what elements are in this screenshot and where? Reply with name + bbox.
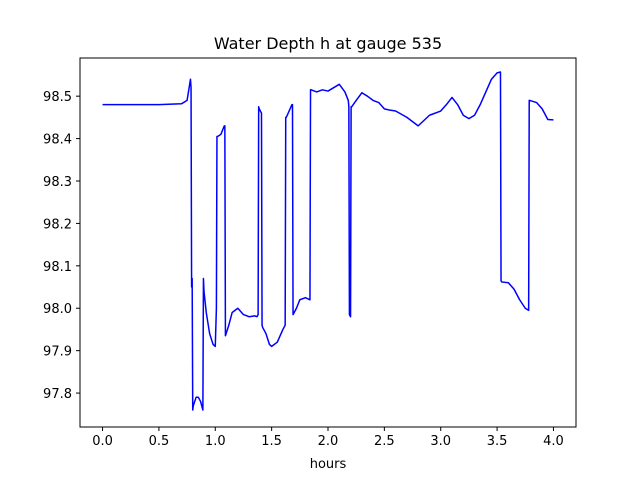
x-tick-label: 3.5 <box>487 434 508 449</box>
y-tick-label: 98.4 <box>43 133 72 148</box>
x-tick-label: 1.5 <box>261 434 282 449</box>
chart-title: Water Depth h at gauge 535 <box>214 34 442 53</box>
y-tick-label: 98.5 <box>43 90 72 105</box>
x-tick-label: 1.0 <box>205 434 226 449</box>
x-tick-label: 4.0 <box>543 434 564 449</box>
y-tick-label: 98.2 <box>43 217 72 232</box>
plot-area <box>102 71 554 411</box>
axes-frame <box>79 57 577 428</box>
y-tick-label: 97.8 <box>43 387 72 402</box>
y-tick-label: 98.3 <box>43 175 72 190</box>
y-tick-label: 98.1 <box>43 260 72 275</box>
x-tick-label: 0.0 <box>92 434 113 449</box>
series-line-0 <box>102 71 554 411</box>
y-axis-ticks: 97.8 97.9 98.0 98.1 98.2 98.3 98.4 98.5 <box>43 90 80 402</box>
x-axis-label: hours <box>310 457 347 472</box>
x-tick-label: 2.0 <box>318 434 339 449</box>
y-tick-label: 97.9 <box>43 345 72 360</box>
y-tick-label: 98.0 <box>43 302 72 317</box>
x-tick-label: 0.5 <box>149 434 170 449</box>
x-tick-label: 2.5 <box>374 434 395 449</box>
x-axis-ticks: 0.0 0.5 1.0 1.5 2.0 2.5 3.0 3.5 4.0 <box>92 427 564 449</box>
x-tick-label: 3.0 <box>430 434 451 449</box>
